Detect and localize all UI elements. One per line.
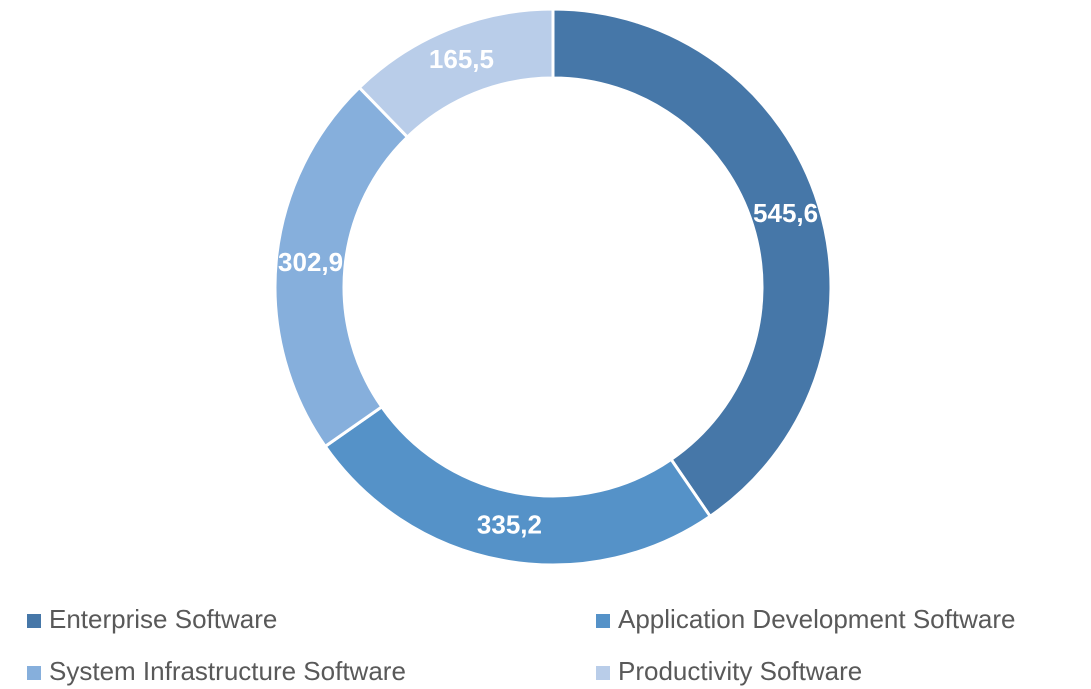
donut-segment (323, 404, 713, 567)
legend-label: Enterprise Software (49, 604, 277, 634)
legend-label: Productivity Software (618, 656, 862, 686)
donut-segment (357, 7, 555, 140)
value-label: 165,5 (429, 44, 494, 74)
legend-swatch (27, 614, 41, 628)
value-label: 545,6 (753, 198, 818, 228)
legend-swatch (596, 666, 610, 680)
value-label: 335,2 (477, 509, 542, 539)
value-label: 302,9 (278, 247, 343, 277)
legend-swatch (596, 614, 610, 628)
donut-segment (551, 7, 833, 519)
legend-label: Application Development Software (618, 604, 1015, 634)
legend-swatch (27, 666, 41, 680)
legend-label: System Infrastructure Software (49, 656, 406, 686)
